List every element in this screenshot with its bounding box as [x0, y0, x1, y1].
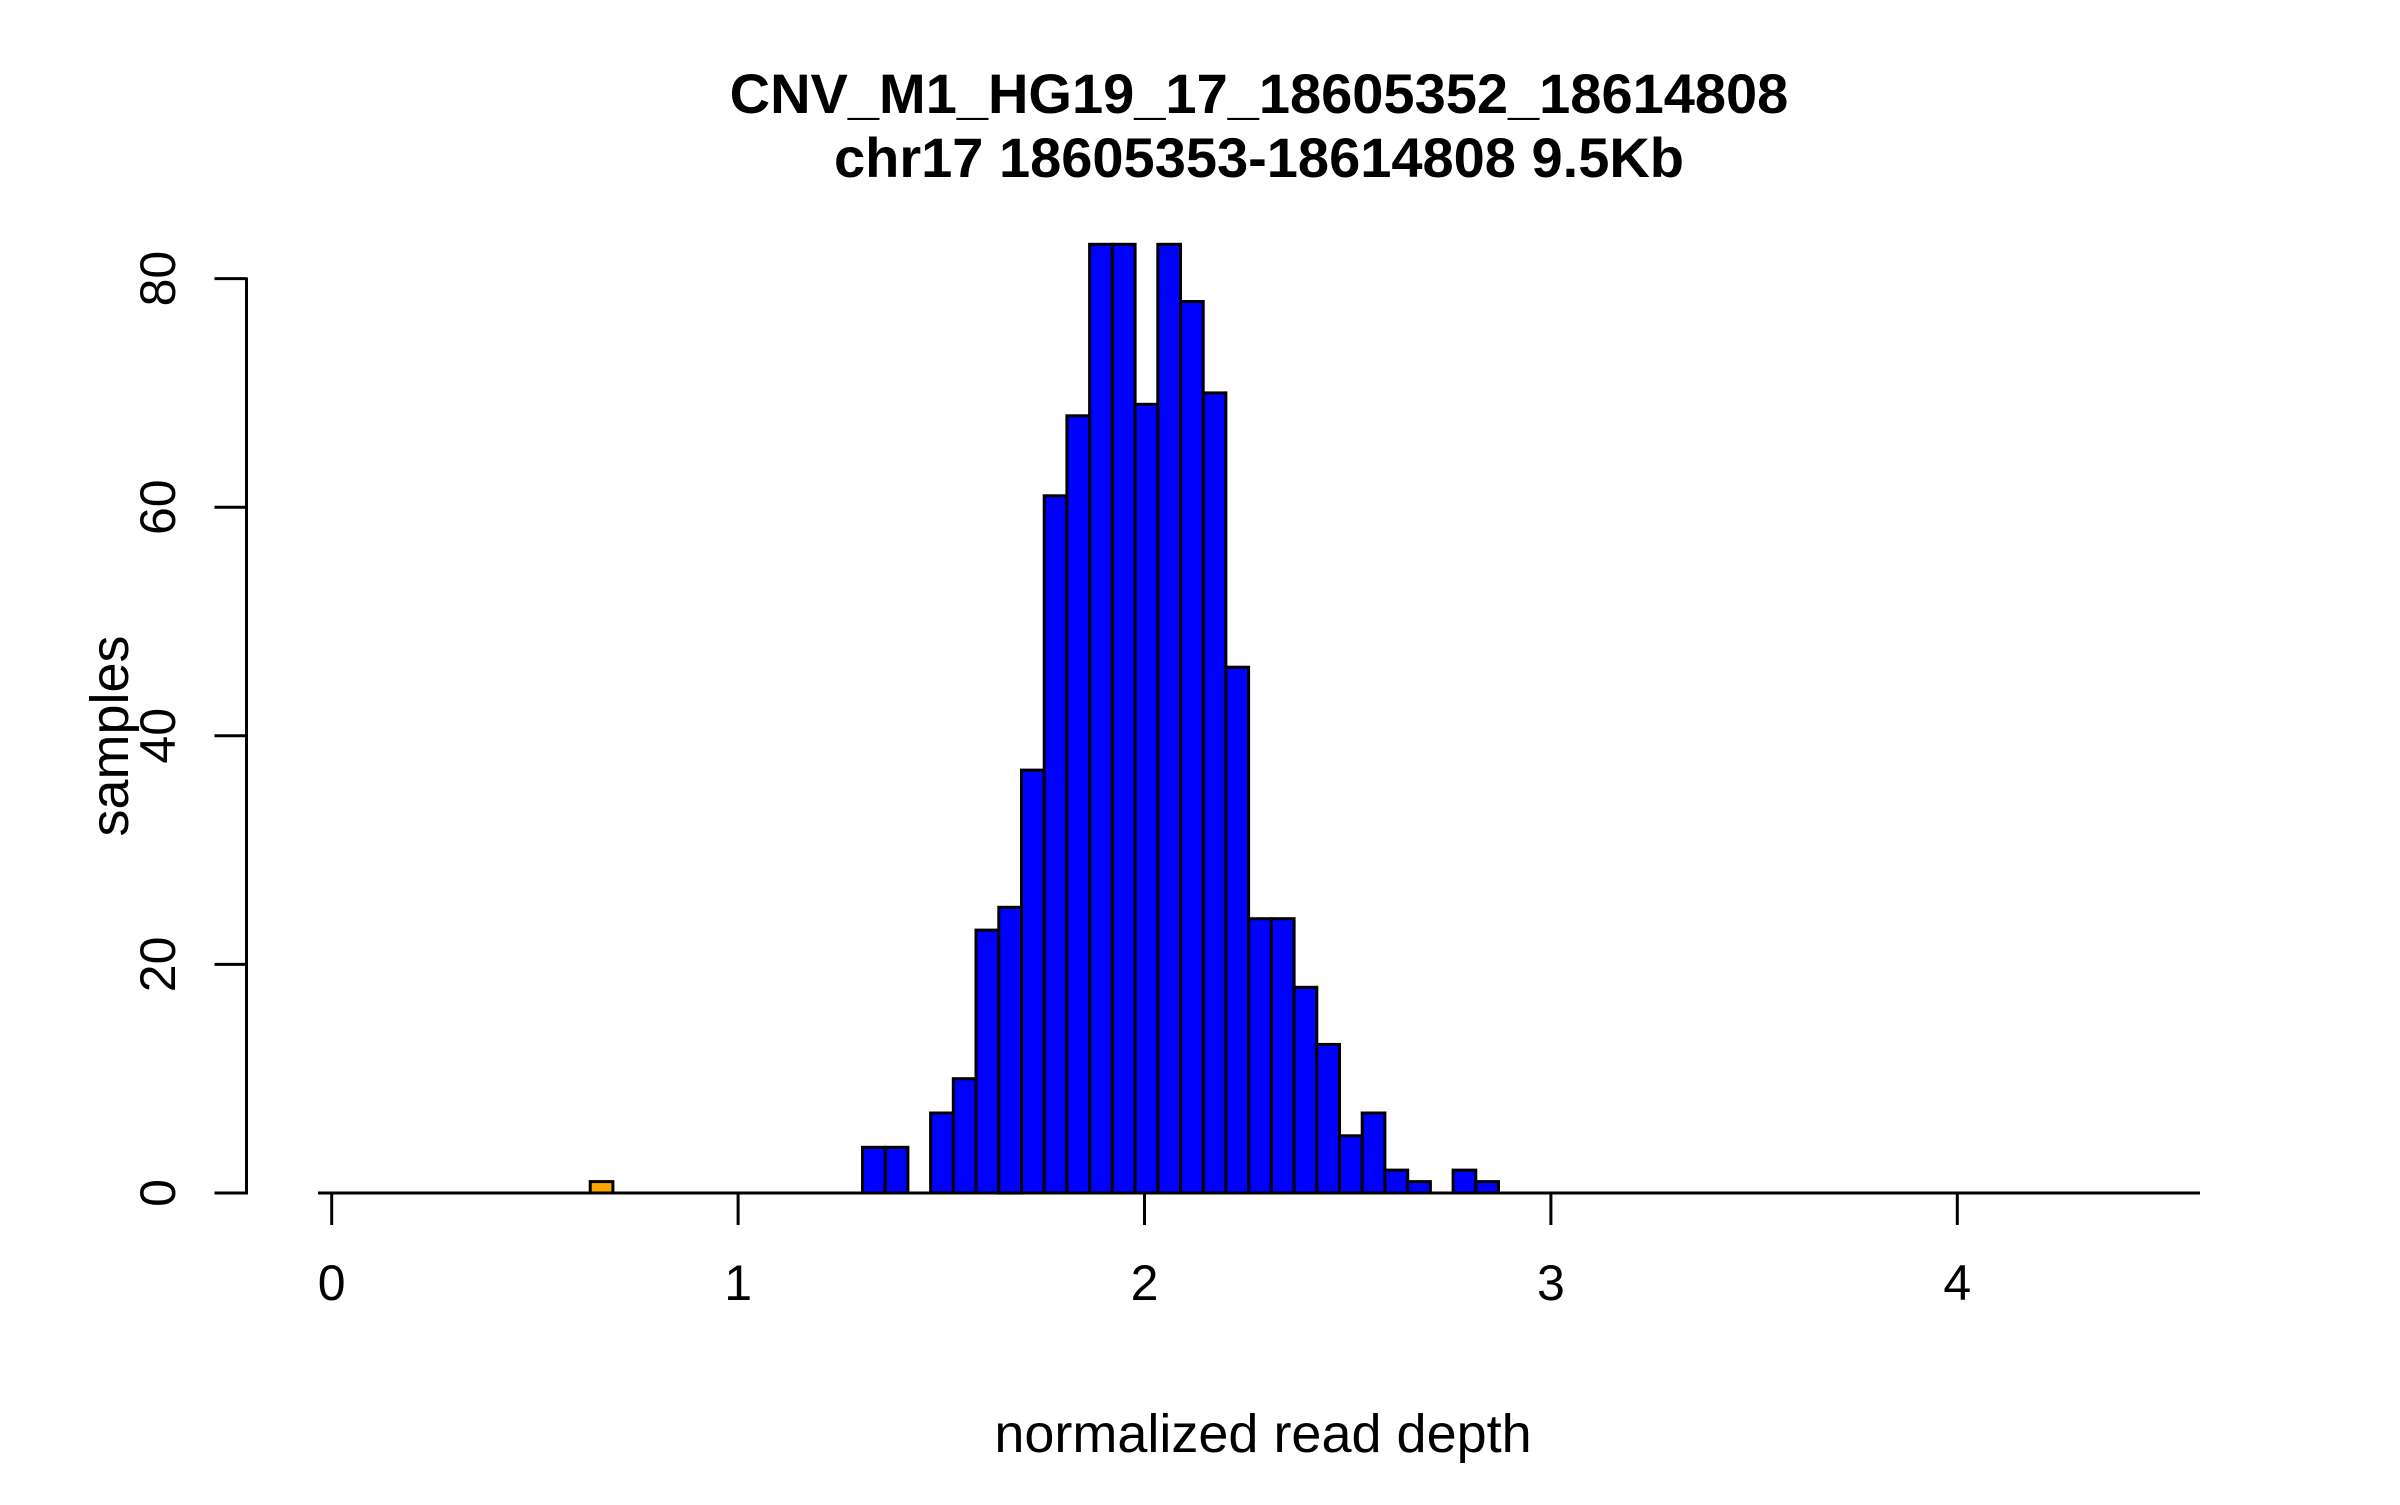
samples-histogram-bar	[1292, 985, 1319, 1195]
samples-histogram-bar	[1474, 1180, 1501, 1195]
samples-histogram-bar	[861, 1145, 887, 1195]
samples-histogram-bar	[1065, 414, 1092, 1195]
samples-histogram-bar	[1088, 242, 1114, 1195]
samples-histogram-bar	[1247, 917, 1273, 1195]
samples-histogram-bar	[997, 905, 1023, 1195]
x-tick-label: 2	[1131, 1255, 1159, 1311]
y-tick-label: 20	[130, 937, 186, 993]
samples-histogram-bar	[929, 1111, 955, 1195]
samples-histogram-bar	[1269, 917, 1296, 1195]
samples-histogram-bar	[1110, 242, 1137, 1195]
y-axis-title: samples	[80, 635, 140, 836]
y-tick-label: 40	[130, 708, 186, 764]
samples-histogram-bar	[1042, 494, 1069, 1195]
x-tick-label: 3	[1537, 1255, 1565, 1311]
chart-subtitle: chr17 18605353-18614808 9.5Kb	[834, 126, 1684, 189]
y-tick-label: 60	[130, 479, 186, 535]
samples-histogram-bar	[1406, 1180, 1432, 1195]
samples-histogram-bar	[1224, 665, 1251, 1195]
samples-histogram-bar	[883, 1145, 910, 1195]
samples-histogram-bar	[1383, 1168, 1410, 1195]
samples-histogram-bar	[1201, 391, 1228, 1195]
samples-histogram-bar	[1315, 1042, 1342, 1195]
y-tick-label: 0	[130, 1179, 186, 1207]
outlier-bin-bar	[588, 1180, 615, 1195]
x-tick-label: 1	[724, 1255, 752, 1311]
x-tick-label: 4	[1943, 1255, 1971, 1311]
chart-title: CNV_M1_HG19_17_18605352_18614808	[730, 62, 1789, 125]
y-tick-label: 80	[130, 251, 186, 307]
samples-histogram-bar	[1360, 1111, 1387, 1195]
samples-histogram-bar	[1451, 1168, 1478, 1195]
x-axis-title: normalized read depth	[994, 1404, 1531, 1464]
samples-histogram-bar	[1179, 300, 1205, 1195]
x-tick-label: 0	[318, 1255, 346, 1311]
samples-histogram-bar	[1020, 768, 1046, 1195]
bars-layer	[588, 242, 1501, 1195]
samples-histogram-bar	[1133, 402, 1160, 1195]
samples-histogram-bar	[951, 1077, 978, 1195]
samples-histogram-bar	[1156, 242, 1183, 1195]
samples-histogram-bar	[1338, 1134, 1364, 1195]
samples-histogram-bar	[974, 928, 1001, 1195]
